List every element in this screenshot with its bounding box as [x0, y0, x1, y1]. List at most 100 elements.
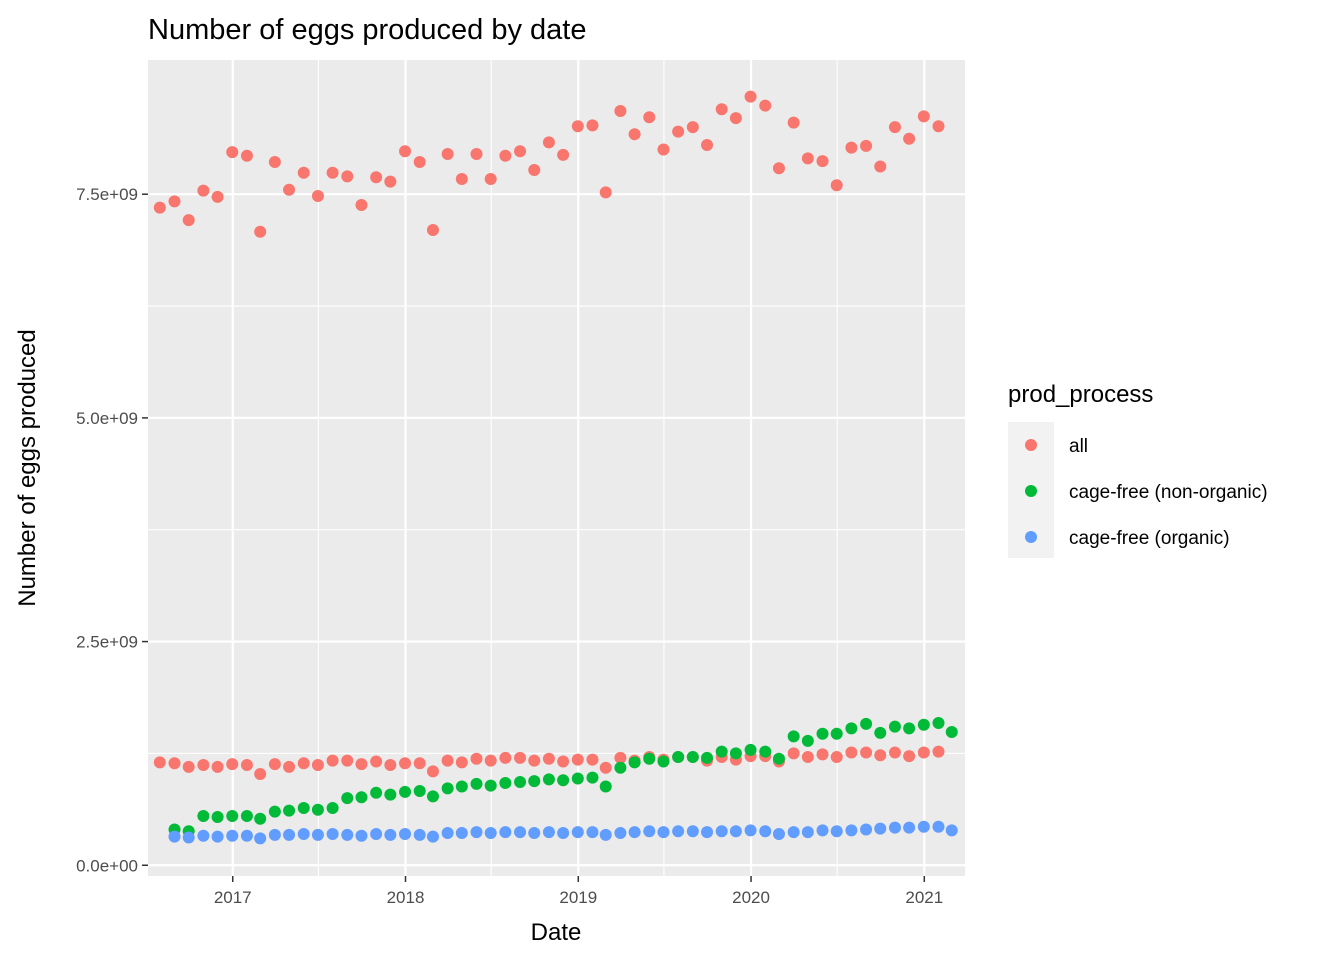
data-point: [384, 788, 397, 801]
data-point: [254, 225, 267, 238]
data-point: [628, 826, 641, 839]
data-point: [860, 746, 873, 759]
data-point: [860, 139, 873, 152]
data-point: [153, 201, 166, 214]
data-point: [571, 772, 584, 785]
data-point: [657, 826, 670, 839]
data-point: [903, 722, 916, 735]
data-point: [932, 820, 945, 833]
data-point: [528, 827, 541, 840]
data-point: [455, 827, 468, 840]
data-point: [441, 782, 454, 795]
data-point: [542, 136, 555, 149]
data-point: [426, 790, 439, 803]
data-point: [729, 747, 742, 760]
data-point: [226, 758, 239, 771]
data-point: [628, 128, 641, 141]
data-point: [311, 759, 324, 772]
data-point: [182, 831, 195, 844]
data-point: [197, 810, 210, 823]
data-point: [542, 826, 555, 839]
data-point: [413, 156, 426, 168]
data-point: [514, 751, 527, 764]
data-point: [413, 757, 426, 770]
data-point: [772, 752, 785, 765]
data-point: [226, 829, 239, 842]
y-tick-label: 7.5e+09: [76, 185, 138, 204]
data-point: [672, 825, 685, 838]
data-point: [830, 179, 843, 192]
data-point: [470, 147, 483, 160]
data-point: [701, 826, 714, 839]
data-point: [614, 761, 627, 774]
data-point: [657, 755, 670, 768]
data-point: [283, 183, 296, 196]
data-point: [514, 776, 527, 789]
data-point: [917, 820, 930, 833]
data-point: [240, 759, 253, 772]
data-point: [759, 825, 772, 838]
data-point: [528, 775, 541, 788]
data-point: [643, 825, 656, 838]
data-point: [355, 791, 368, 804]
data-point: [197, 184, 210, 197]
data-point: [355, 758, 368, 771]
data-point: [470, 777, 483, 790]
data-point: [888, 720, 901, 733]
data-point: [701, 139, 714, 151]
data-point: [211, 760, 224, 773]
data-point: [470, 752, 483, 765]
legend-label: all: [1069, 436, 1088, 457]
data-point: [370, 171, 383, 184]
data-point: [787, 116, 800, 129]
data-point: [370, 755, 383, 768]
data-point: [528, 164, 541, 177]
data-points: [153, 90, 958, 845]
data-point: [514, 826, 527, 839]
data-point: [399, 827, 412, 840]
data-point: [341, 170, 354, 183]
legend-label: cage-free (non-organic): [1069, 482, 1268, 503]
y-tick-label: 2.5e+09: [76, 633, 138, 652]
data-point: [599, 828, 612, 841]
data-point: [643, 752, 656, 765]
data-point: [715, 745, 728, 758]
data-point: [715, 825, 728, 838]
grid-major: [148, 60, 965, 876]
data-point: [326, 166, 339, 179]
data-point: [830, 751, 843, 763]
data-point: [268, 758, 281, 771]
y-axis-title: Number of eggs produced: [14, 329, 41, 607]
data-point: [816, 155, 829, 168]
data-point: [816, 824, 829, 837]
data-point: [211, 190, 224, 203]
data-point: [168, 757, 181, 770]
data-point: [455, 780, 468, 793]
data-point: [729, 825, 742, 838]
data-point: [499, 776, 512, 789]
data-point: [268, 828, 281, 841]
data-point: [874, 726, 887, 739]
y-tick-label: 5.0e+09: [76, 409, 138, 428]
legend-key: [1025, 439, 1037, 451]
data-point: [571, 120, 584, 133]
data-point: [586, 771, 599, 784]
data-point: [845, 141, 858, 154]
data-point: [240, 810, 253, 823]
data-point: [153, 756, 166, 769]
data-point: [557, 755, 570, 768]
data-point: [370, 827, 383, 840]
data-point: [614, 827, 627, 840]
x-axis-title: Date: [531, 919, 582, 946]
data-point: [283, 760, 296, 773]
data-point: [413, 828, 426, 841]
data-point: [226, 810, 239, 823]
x-tick-label: 2017: [214, 888, 252, 907]
data-point: [557, 774, 570, 787]
data-point: [311, 190, 324, 202]
data-point: [715, 103, 728, 116]
data-point: [772, 827, 785, 840]
x-tick-label: 2021: [905, 888, 943, 907]
data-point: [542, 752, 555, 765]
data-point: [917, 110, 930, 123]
